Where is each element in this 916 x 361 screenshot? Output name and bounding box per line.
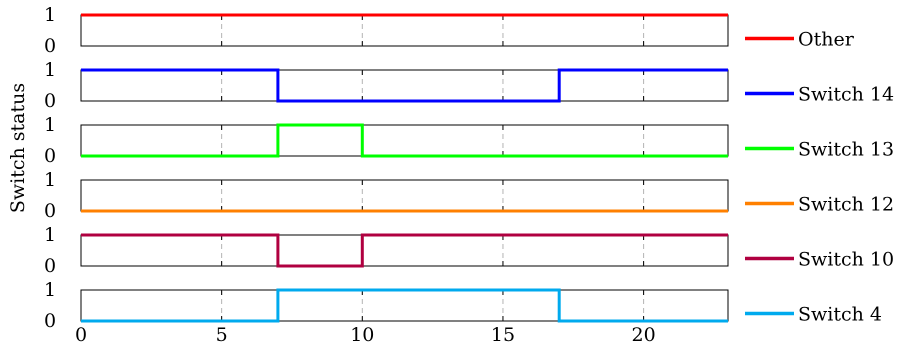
- legend-label: Switch 14: [798, 84, 894, 106]
- legend-label: Switch 12: [798, 194, 894, 216]
- panel-frame: [80, 289, 729, 322]
- y-tick-label: 1: [44, 4, 56, 26]
- y-tick-label: 1: [44, 114, 56, 136]
- x-tick-label: 15: [491, 324, 515, 346]
- x-tick-label: 5: [216, 324, 228, 346]
- legend-label: Other: [798, 29, 855, 51]
- panel-frame: [80, 69, 729, 102]
- x-tick-label: 20: [632, 324, 656, 346]
- x-tick-label: 0: [75, 324, 87, 346]
- y-tick-label: 0: [44, 200, 56, 222]
- series-line: [81, 68, 728, 103]
- y-tick-label: 1: [44, 224, 56, 246]
- y-tick-label: 0: [44, 90, 56, 112]
- legend-label: Switch 13: [798, 139, 894, 161]
- panel-frame: [80, 14, 729, 47]
- legend-label: Switch 10: [798, 249, 894, 271]
- series-line: [81, 233, 728, 268]
- y-tick-label: 0: [44, 35, 56, 57]
- y-axis-label: Switch status: [7, 83, 29, 213]
- y-tick-label: 1: [44, 169, 56, 191]
- series-line: [81, 288, 728, 323]
- y-tick-label: 1: [44, 59, 56, 81]
- panel-frame: [80, 124, 729, 157]
- y-tick-label: 1: [44, 279, 56, 301]
- panel-frame: [80, 179, 729, 212]
- y-tick-label: 0: [44, 310, 56, 332]
- x-tick-label: 10: [350, 324, 374, 346]
- panel-frame: [80, 234, 729, 267]
- y-tick-label: 0: [44, 255, 56, 277]
- legend-label: Switch 4: [798, 304, 882, 326]
- series-line: [81, 123, 728, 158]
- y-tick-label: 0: [44, 145, 56, 167]
